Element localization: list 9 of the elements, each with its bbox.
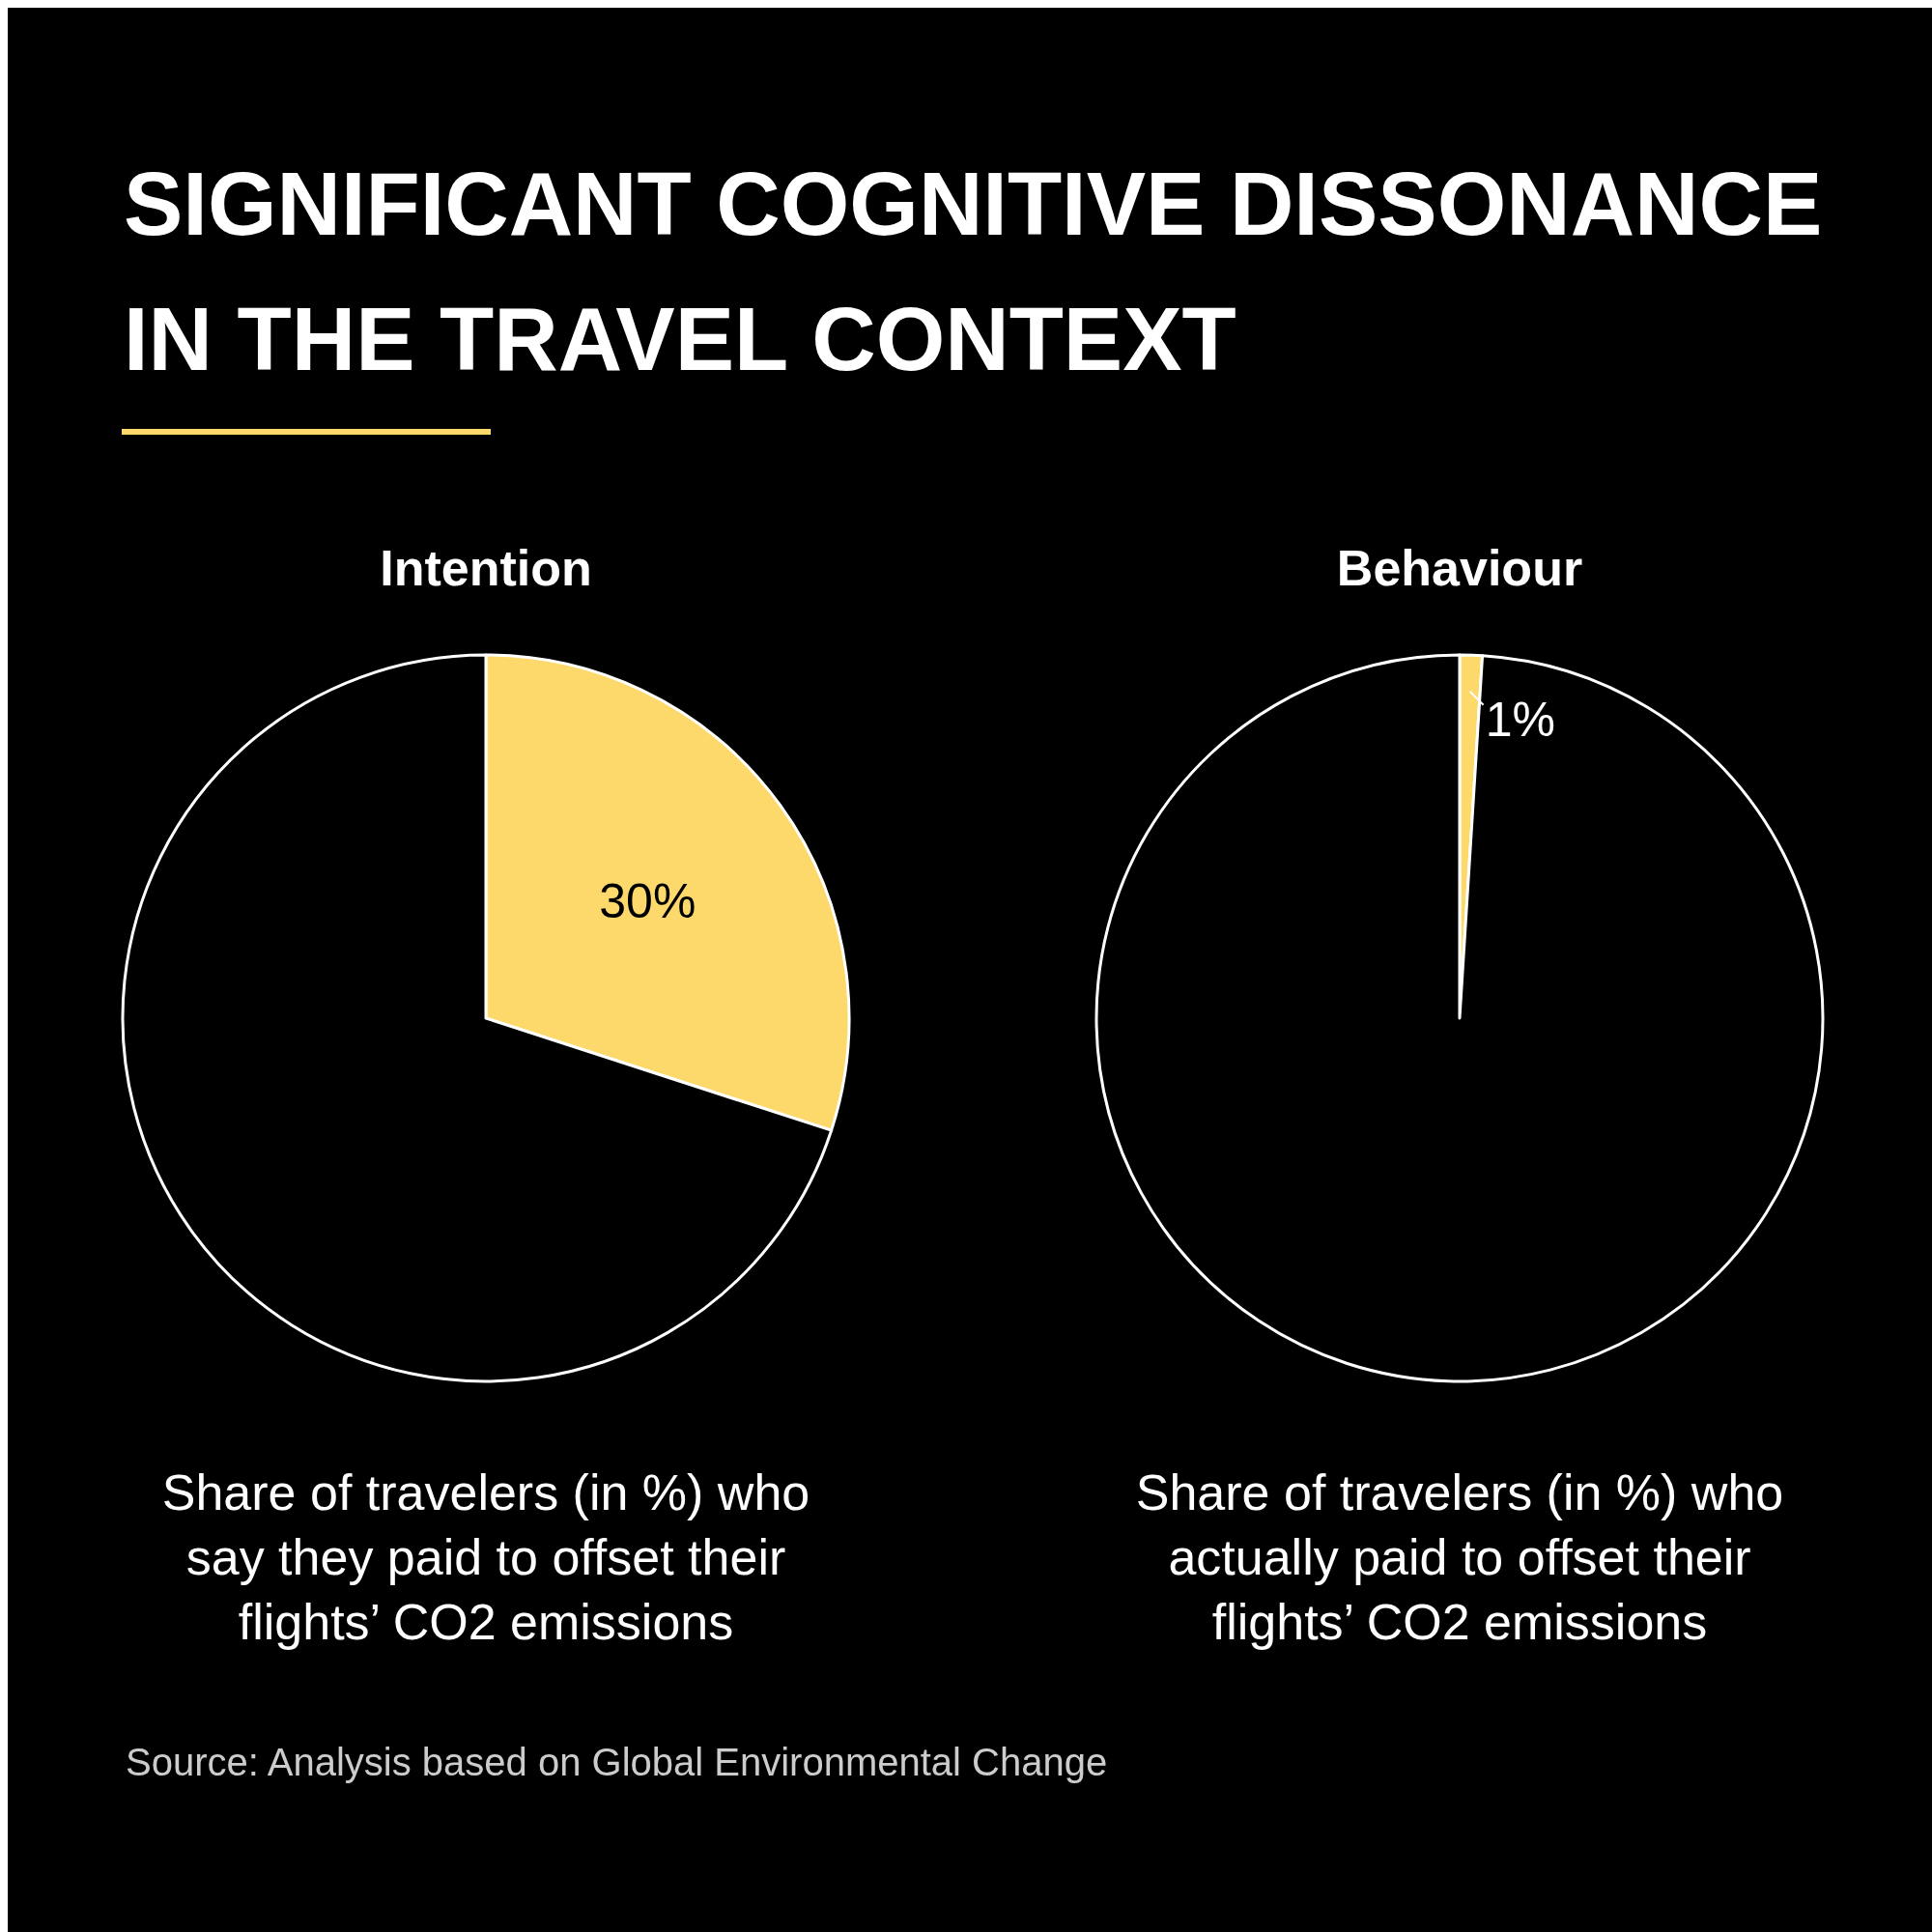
text: SIGNIFICANT COGNITIVE DISSONANCE IN THE TRAVEL CONTEXT: [124, 155, 1823, 388]
data-label: 30%: [599, 873, 696, 928]
source-note: Source: Analysis based on Global Environmental Change: [126, 1741, 1108, 1783]
text: Share of travelers (in %) who say they paid to offset their flights’ CO2 emissions: [161, 1464, 810, 1650]
chart-title: Intention: [380, 540, 592, 596]
text: Share of travelers (in %) who actually paid to offset their flights’ CO2 emissions: [1135, 1464, 1784, 1650]
chart-title: Behaviour: [1336, 540, 1583, 596]
pie-slice: [1094, 653, 1825, 1383]
data-label: 1%: [1485, 692, 1555, 747]
